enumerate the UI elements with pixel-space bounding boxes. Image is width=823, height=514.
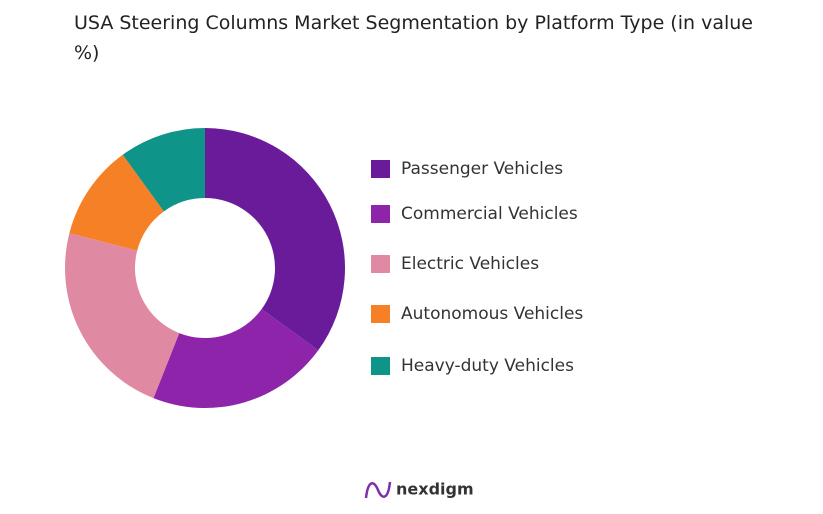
- legend-label: Electric Vehicles: [401, 254, 539, 274]
- donut-segment: [65, 233, 180, 399]
- legend-label: Passenger Vehicles: [401, 159, 563, 179]
- donut-segment: [69, 154, 164, 251]
- legend-swatch: [371, 255, 390, 273]
- logo-icon: [364, 481, 392, 499]
- legend-swatch: [371, 205, 390, 223]
- donut-segment: [205, 128, 346, 351]
- donut-segment: [122, 128, 205, 212]
- logo-text: nexdigm: [396, 480, 474, 499]
- legend-swatch: [371, 305, 390, 323]
- legend-label: Autonomous Vehicles: [401, 304, 583, 324]
- legend-label: Heavy-duty Vehicles: [401, 356, 574, 376]
- chart-title: USA Steering Columns Market Segmentation…: [74, 12, 753, 64]
- legend-swatch: [371, 160, 390, 178]
- legend-swatch: [371, 357, 390, 375]
- donut-segment: [153, 309, 319, 408]
- legend-label: Commercial Vehicles: [401, 204, 578, 224]
